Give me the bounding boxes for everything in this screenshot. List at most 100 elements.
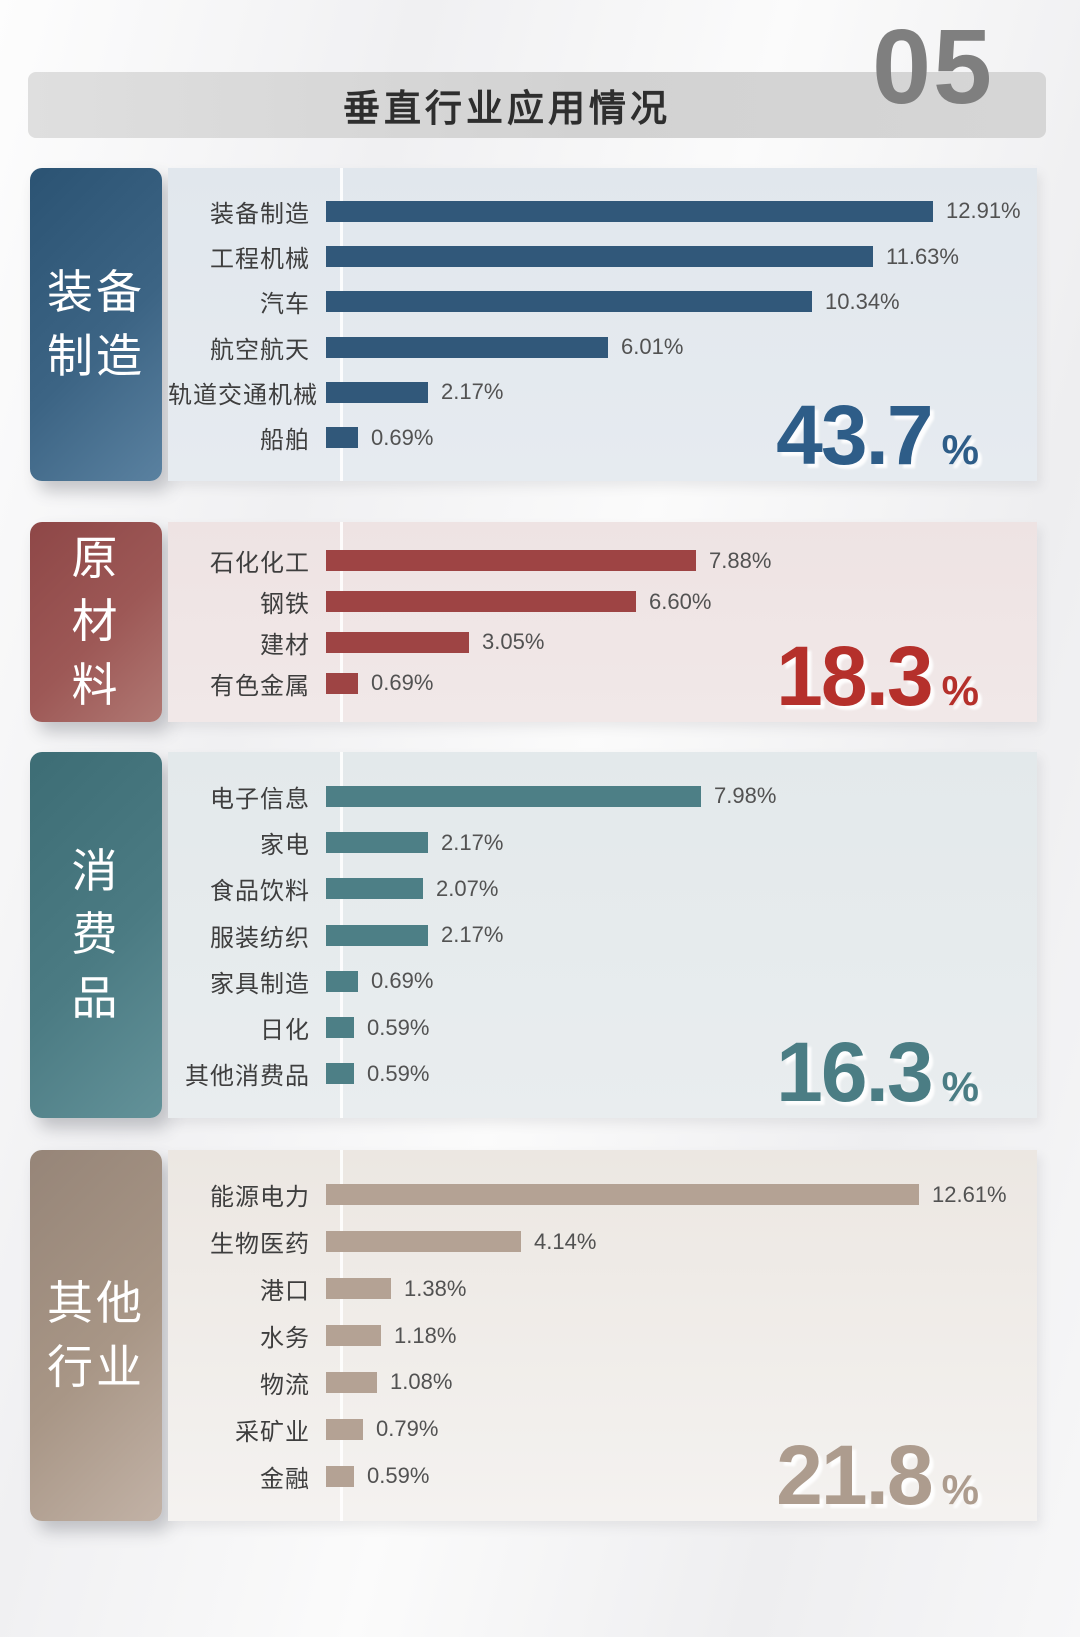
category-label: 船舶 [260, 427, 310, 455]
percent-sign: % [941, 426, 979, 473]
category-label: 家电 [260, 832, 310, 859]
industry-group-raw-materials: 原 材 料 石化化工 7.88% 钢铁 6.60% 建材 3.05% [30, 522, 1037, 722]
bar [326, 832, 428, 853]
axis-line [340, 168, 343, 481]
percent-sign: % [941, 1063, 979, 1110]
category-label: 电子信息 [210, 785, 310, 813]
bar-value: 2.17% [441, 379, 504, 405]
bar-rows: 石化化工 7.88% 钢铁 6.60% 建材 3.05% 有色金属 0.69% [168, 522, 1037, 722]
bar-row: 食品饮料 2.07% [168, 876, 1037, 906]
bar [326, 631, 469, 653]
bar-row: 建材 3.05% [168, 629, 1037, 659]
bar [326, 970, 358, 992]
group-total-value: 18.3 [776, 629, 933, 723]
group-tile-label: 其他 行业 [47, 1277, 145, 1393]
bar-row: 日化 0.59% [168, 1015, 1037, 1045]
group-panel: 能源电力 12.61% 生物医药 4.14% 港口 1.38% 水务 1.18%… [168, 1150, 1037, 1521]
axis-line [340, 522, 343, 722]
group-panel: 石化化工 7.88% 钢铁 6.60% 建材 3.05% 有色金属 0.69% … [168, 522, 1037, 722]
bar-row: 家电 2.17% [168, 829, 1037, 860]
category-label: 有色金属 [210, 672, 310, 700]
bar [326, 1418, 363, 1440]
group-panel: 装备制造 12.91% 工程机械 11.63% 汽车 10.34% 航空航天 6… [168, 168, 1037, 481]
bar [326, 672, 358, 694]
bar-row: 能源电力 12.61% [168, 1181, 1037, 1212]
bar-value: 6.60% [649, 588, 712, 614]
bar [326, 924, 428, 946]
group-tile-equipment-manufacturing: 装备 制造 [30, 168, 162, 481]
bar-rows: 能源电力 12.61% 生物医药 4.14% 港口 1.38% 水务 1.18%… [168, 1150, 1037, 1521]
bar-row: 工程机械 11.63% [168, 243, 1037, 274]
bar [326, 1371, 377, 1393]
bar-value: 0.79% [376, 1416, 439, 1442]
bar-value: 2.17% [441, 829, 504, 855]
bar [326, 1325, 381, 1346]
bar-value: 0.59% [367, 1463, 430, 1489]
bar [326, 336, 608, 358]
category-label: 石化化工 [210, 550, 310, 578]
bar [326, 1017, 354, 1038]
bar-value: 0.69% [371, 670, 434, 696]
category-label: 日化 [260, 1017, 310, 1044]
bar [326, 200, 933, 222]
bar [326, 1184, 919, 1206]
category-label: 能源电力 [210, 1184, 310, 1212]
bar-value: 12.61% [932, 1181, 1007, 1207]
group-tile-raw-materials: 原 材 料 [30, 522, 162, 722]
bar [326, 591, 636, 613]
category-label: 水务 [260, 1325, 310, 1352]
bar-value: 10.34% [825, 288, 900, 314]
bar [326, 1063, 354, 1085]
bar [326, 550, 696, 572]
category-label: 其他消费品 [185, 1063, 310, 1091]
page-number: 05 [872, 8, 994, 126]
bar-row: 其他消费品 0.59% [168, 1061, 1037, 1091]
category-label: 港口 [260, 1278, 310, 1306]
bar [326, 1278, 391, 1300]
bar-rows: 装备制造 12.91% 工程机械 11.63% 汽车 10.34% 航空航天 6… [168, 168, 1037, 481]
bar-value: 11.63% [886, 243, 959, 269]
bar [326, 1465, 354, 1487]
category-label: 建材 [260, 631, 310, 659]
bar-value: 0.69% [371, 968, 434, 994]
bar-value: 3.05% [482, 629, 545, 655]
bar-value: 7.98% [714, 783, 777, 809]
bar-rows: 电子信息 7.98% 家电 2.17% 食品饮料 2.07% 服装纺织 2.17… [168, 752, 1037, 1118]
group-tile-label: 原 材 料 [71, 531, 121, 711]
group-total-value: 21.8 [776, 1428, 933, 1522]
category-label: 生物医药 [210, 1231, 310, 1259]
bar-row: 电子信息 7.98% [168, 783, 1037, 813]
bar-value: 2.17% [441, 922, 504, 947]
bar-row: 石化化工 7.88% [168, 548, 1037, 578]
group-tile-label: 装备 制造 [47, 266, 145, 382]
bar [326, 291, 812, 313]
bar-row: 家具制造 0.69% [168, 968, 1037, 998]
bar-row: 采矿业 0.79% [168, 1416, 1037, 1446]
bar-row: 金融 0.59% [168, 1463, 1037, 1493]
group-total: 43.7 % [776, 393, 979, 477]
category-label: 金融 [260, 1465, 310, 1493]
page-title: 垂直行业应用情况 [343, 88, 671, 129]
bar-row: 港口 1.38% [168, 1275, 1037, 1306]
industry-group-equipment-manufacturing: 装备 制造 装备制造 12.91% 工程机械 11.63% 汽车 10.34% … [30, 168, 1037, 481]
group-total-value: 16.3 [776, 1025, 933, 1119]
bar-row: 汽车 10.34% [168, 288, 1037, 319]
industry-group-other-industries: 其他 行业 能源电力 12.61% 生物医药 4.14% 港口 1.38% 水务 [30, 1150, 1037, 1521]
bar [326, 427, 358, 449]
bar-value: 0.69% [371, 424, 434, 450]
bar-value: 1.38% [404, 1275, 467, 1301]
industry-group-consumer-goods: 消 费 品 电子信息 7.98% 家电 2.17% 食品饮料 2.07% [30, 752, 1037, 1118]
bar-value: 4.14% [534, 1228, 597, 1254]
percent-sign: % [941, 667, 979, 714]
bar-value: 1.18% [394, 1322, 457, 1348]
bar-row: 物流 1.08% [168, 1369, 1037, 1399]
bar-value: 1.08% [390, 1369, 453, 1395]
group-tile-label: 消 费 品 [71, 844, 121, 1024]
category-label: 汽车 [260, 291, 310, 319]
group-tile-other-industries: 其他 行业 [30, 1150, 162, 1521]
category-label: 轨道交通机械 [168, 381, 318, 409]
bar-row: 水务 1.18% [168, 1322, 1037, 1353]
bar [326, 878, 423, 900]
bar-row: 装备制造 12.91% [168, 198, 1037, 228]
bar-row: 生物医药 4.14% [168, 1228, 1037, 1259]
